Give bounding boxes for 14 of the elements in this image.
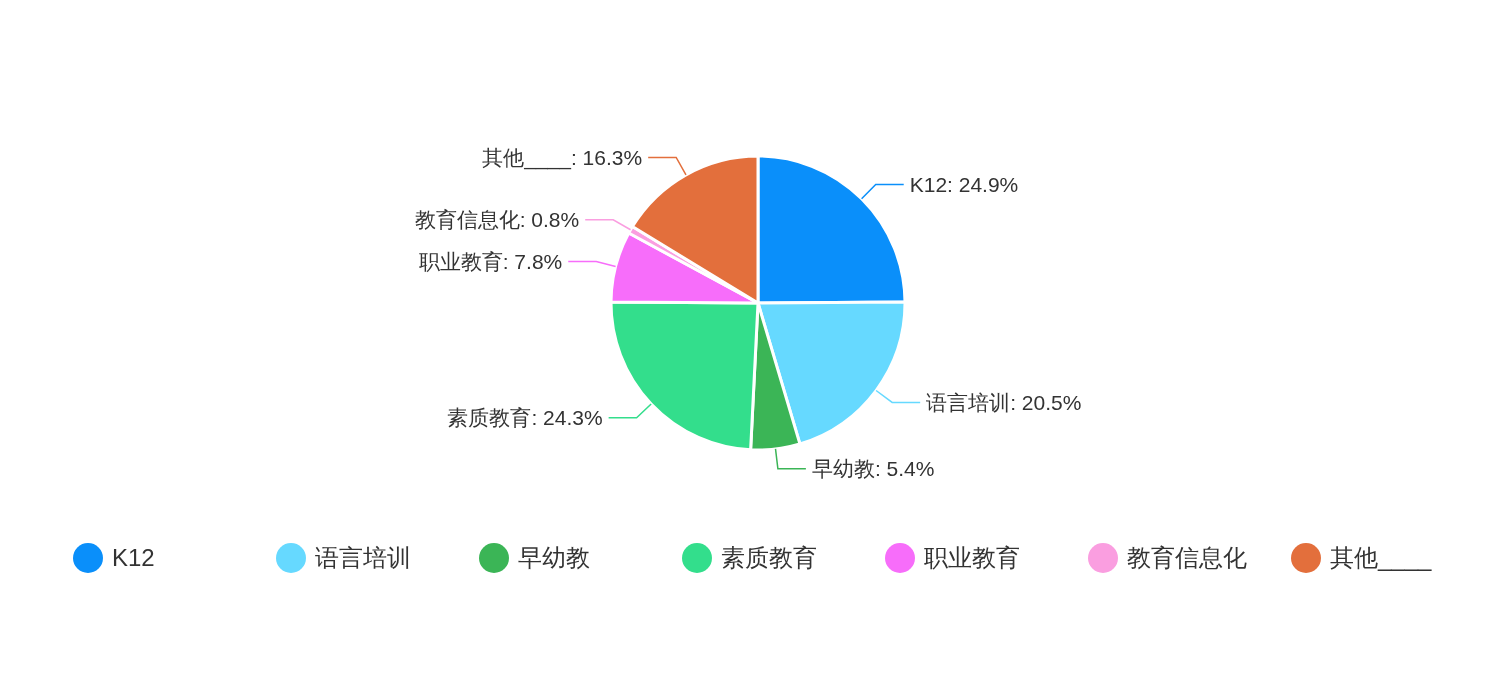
data-label: 职业教育: 7.8%	[418, 249, 563, 273]
legend-label: 教育信息化	[1127, 544, 1247, 572]
data-label: 教育信息化: 0.8%	[414, 208, 580, 232]
data-label: 其他____: 16.3%	[482, 145, 643, 170]
legend-label: 语言培训	[315, 544, 411, 572]
data-label: 早幼教: 5.4%	[811, 457, 935, 481]
legend-label: 早幼教	[518, 544, 590, 572]
data-label: 素质教育: 24.3%	[447, 406, 603, 430]
legend-label: K12	[112, 544, 155, 572]
data-label: 语言培训: 20.5%	[926, 390, 1082, 414]
data-label: K12: 24.9%	[909, 172, 1019, 196]
legend-label: 其他____	[1330, 544, 1433, 572]
legend-label: 职业教育	[924, 544, 1020, 572]
legend-label: 素质教育	[721, 544, 817, 572]
